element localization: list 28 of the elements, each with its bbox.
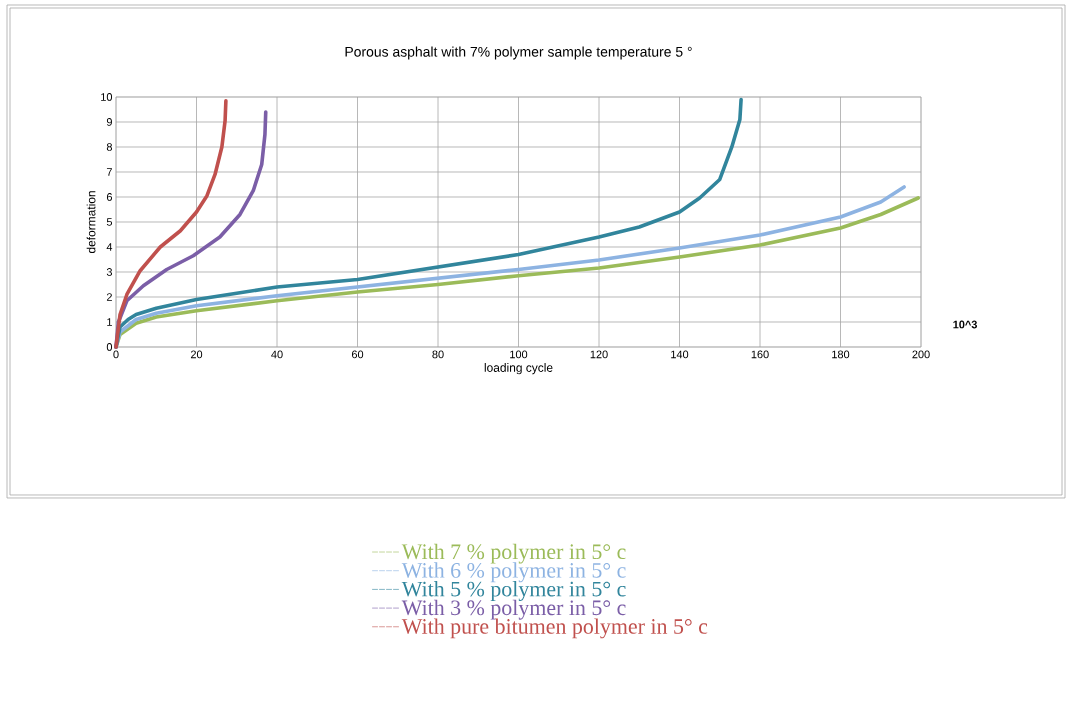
- y-tick-label: 1: [107, 318, 112, 326]
- y-tick-label: 6: [106, 193, 112, 201]
- text: 10^3: [953, 320, 977, 329]
- x-tick-label: 40: [271, 350, 283, 359]
- chart-title: Porous asphalt with 7% polymer sample temperature 5 °: [345, 46, 692, 60]
- x-tick-label: 80: [432, 350, 444, 359]
- y-tick-label: 2: [106, 293, 112, 301]
- x-tick-label: 140: [671, 350, 689, 359]
- y-tick-label: 8: [106, 143, 112, 151]
- y-tick-label: 4: [106, 243, 113, 251]
- y-tick-label: 10: [101, 93, 113, 101]
- x-tick-label: 60: [351, 350, 364, 359]
- y-tick-label: 3: [106, 268, 112, 276]
- x-tick-label: 160: [751, 350, 769, 359]
- line-series: [114, 98, 228, 349]
- y-tick-label: 9: [106, 118, 112, 126]
- y-tick-label: 5: [106, 218, 113, 226]
- x-tick-label: 180: [832, 350, 850, 359]
- y-tick-label: 7: [106, 168, 112, 176]
- x-tick-label: 20: [190, 350, 203, 359]
- x-axis-title: loading cycle: [484, 363, 553, 375]
- y-tick-label: 0: [106, 343, 113, 351]
- x-tick-label: 100: [510, 350, 528, 359]
- x-tick-label: 200: [912, 350, 930, 359]
- legend-label: With 5 % polymer in 5° c: [401, 581, 626, 601]
- x-tick-label: 120: [590, 350, 608, 359]
- x-tick-label: 0: [113, 350, 119, 359]
- y-axis-title: deformation: [86, 191, 96, 254]
